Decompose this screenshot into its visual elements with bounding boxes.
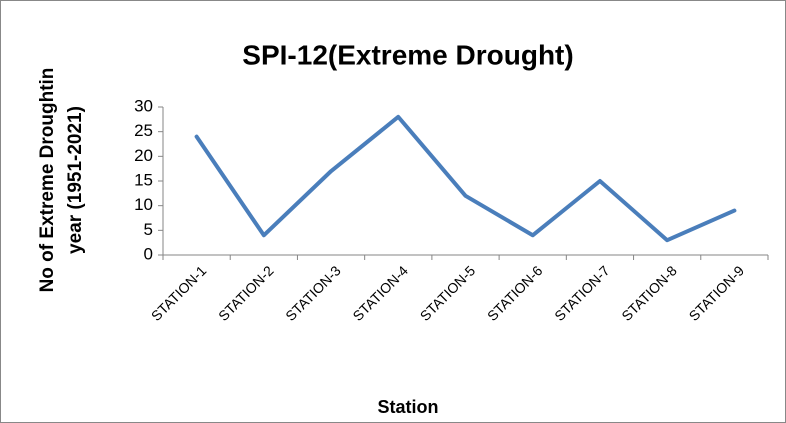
y-tick-label: 20 <box>134 146 153 165</box>
y-axis-title: No of Extreme Droughtin <box>37 68 58 293</box>
y-axis-title: year (1951-2021) <box>65 106 86 254</box>
y-tick-label: 15 <box>134 170 153 189</box>
y-tick-label: 10 <box>134 195 153 214</box>
y-tick-label: 0 <box>144 244 153 263</box>
data-line <box>194 114 737 243</box>
y-tick-label: 30 <box>134 96 153 115</box>
chart-title: SPI-12(Extreme Drought) <box>242 39 573 70</box>
y-tick-label: 25 <box>134 121 153 140</box>
x-axis-title: Station <box>378 397 439 417</box>
y-tick-label: 5 <box>144 220 153 239</box>
